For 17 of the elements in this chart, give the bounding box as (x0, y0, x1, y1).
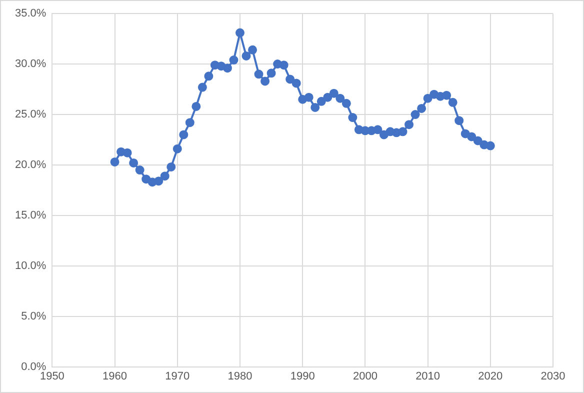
x-tick-label: 1950 (40, 370, 64, 382)
x-tick-label: 1990 (290, 370, 315, 382)
x-tick-label: 2020 (478, 370, 503, 382)
x-tick-label: 2030 (540, 370, 566, 382)
x-tick-label: 1980 (228, 370, 252, 382)
y-tick-label: 5.0% (21, 310, 46, 322)
y-tick-label: 20.0% (14, 159, 46, 172)
x-tick-label: 1970 (165, 370, 190, 382)
y-tick-label: 15.0% (14, 209, 46, 222)
y-tick-label: 35.0% (14, 8, 46, 20)
x-tick-label: 1960 (102, 370, 128, 382)
y-tick-label: 0.0% (21, 360, 46, 373)
y-tick-label: 10.0% (14, 260, 46, 272)
x-tick-label: 2000 (352, 370, 378, 382)
x-tick-label: 2010 (416, 370, 440, 382)
y-tick-label: 25.0% (14, 108, 46, 121)
y-tick-label: 30.0% (14, 58, 46, 70)
